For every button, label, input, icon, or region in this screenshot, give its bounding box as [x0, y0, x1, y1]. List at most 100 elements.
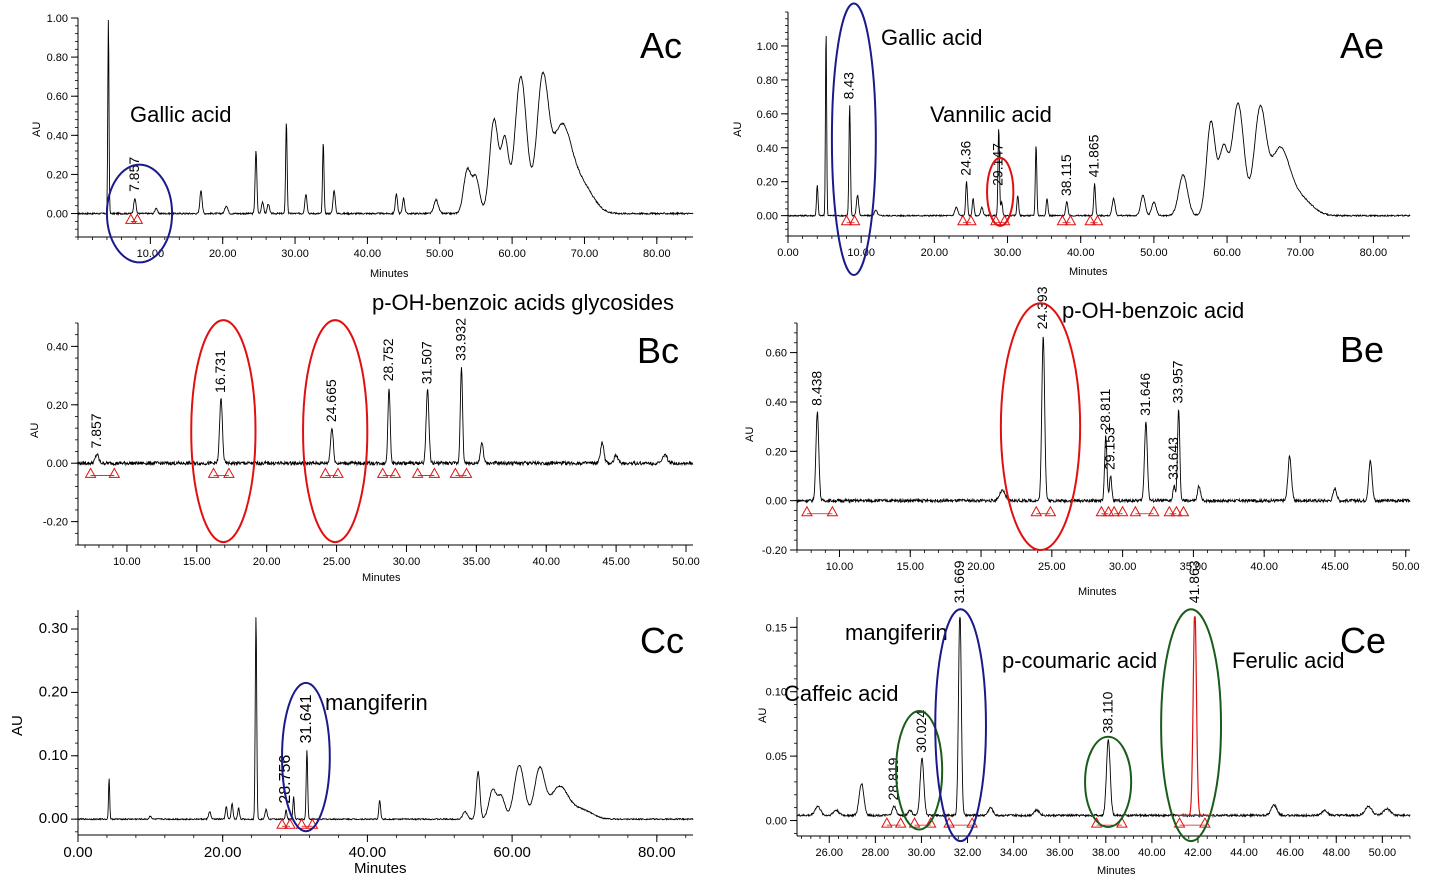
chromatogram-trace [787, 35, 1411, 218]
y-tick-label: 0.40 [47, 341, 68, 353]
x-axis-label: Minutes [1078, 586, 1117, 598]
y-tick-label: 0.20 [47, 169, 68, 181]
x-tick-label: 50.00 [1369, 847, 1397, 859]
y-axis-label: AU [757, 708, 769, 723]
peak-label: 8.43 [841, 72, 857, 99]
peak-marker [1102, 505, 1115, 517]
peak-label: 31.507 [419, 341, 435, 384]
peak-marker [1116, 505, 1129, 517]
peak-marker [848, 214, 861, 226]
integrated-peak-trace [1176, 616, 1214, 816]
peak-marker [1177, 505, 1190, 517]
peak-marker [957, 214, 969, 226]
y-tick-label: 0.40 [766, 397, 787, 409]
peak-marker [449, 467, 462, 478]
peak-marker [319, 467, 332, 478]
x-tick-label: 38.00 [1092, 847, 1120, 859]
highlight-ellipse [830, 2, 877, 277]
x-axis-label: Minutes [1097, 865, 1136, 877]
x-tick-label: 30.00 [908, 847, 936, 859]
x-tick-label: 20.00 [921, 247, 949, 259]
peak-label: 24.393 [1034, 286, 1050, 329]
x-tick-label: 60.00 [1213, 247, 1241, 259]
x-tick-label: 20.00 [967, 561, 995, 573]
x-tick-label: 48.00 [1322, 847, 1350, 859]
x-tick-label: 40.00 [532, 556, 560, 568]
x-tick-label: 40.00 [354, 248, 382, 260]
x-tick-label: 45.00 [602, 556, 630, 568]
highlight-ellipse [190, 319, 257, 544]
annotation-p-oh-benzoic-acids-glycosides: p-OH-benzoic acids glycosides [372, 290, 674, 315]
y-tick-label: 0.30 [39, 620, 68, 637]
peak-marker [131, 213, 144, 224]
annotation-p-coumaric-acid: p-coumaric acid [1002, 648, 1157, 673]
peak-label: 41.863 [1186, 560, 1202, 603]
y-axis-label: AU [31, 122, 43, 137]
highlight-ellipse [1084, 735, 1133, 828]
peak-marker [1163, 505, 1176, 517]
x-tick-label: 80.00 [643, 248, 671, 260]
x-axis-label: Minutes [1069, 266, 1108, 278]
peak-marker [389, 467, 402, 478]
peak-label: 7.857 [88, 413, 104, 448]
y-tick-label: 0.00 [47, 458, 68, 470]
x-tick-label: 50.00 [1392, 561, 1420, 573]
x-tick-label: 80.00 [638, 844, 676, 861]
highlight-ellipse [986, 156, 1015, 227]
y-tick-label: 0.20 [47, 400, 68, 412]
peak-marker [1173, 817, 1186, 828]
peak-marker [376, 467, 389, 478]
peak-marker [908, 817, 921, 828]
peak-marker [332, 467, 344, 478]
peak-marker [108, 467, 121, 478]
x-tick-label: 80.00 [1360, 247, 1388, 259]
peak-marker [1090, 817, 1103, 828]
annotation-caffeic-acid: Caffeic acid [784, 681, 899, 706]
peak-label: 33.932 [452, 318, 468, 361]
panel-be: Be Minutes AU p-OH-benzoic acid 10.00 15.… [744, 286, 1420, 598]
peak-label: 33.957 [1170, 360, 1186, 403]
x-tick-label: 45.00 [1321, 561, 1349, 573]
x-axis-label: Minutes [370, 268, 409, 280]
annotation-ferulic-acid: Ferulic acid [1232, 648, 1344, 673]
annotation-p-oh-benzoic-acid: p-OH-benzoic acid [1062, 298, 1244, 323]
x-tick-label: 0.00 [777, 247, 798, 259]
peak-marker [881, 817, 893, 828]
y-tick-label: 0.60 [766, 348, 787, 360]
panel-label: Be [1340, 329, 1384, 370]
x-axis-label: Minutes [362, 572, 401, 584]
peak-marker [1095, 505, 1108, 517]
peak-marker [207, 467, 220, 478]
peak-label: 31.669 [951, 560, 967, 603]
peak-label: 31.646 [1137, 373, 1153, 416]
peak-marker [1108, 505, 1120, 517]
x-tick-label: 40.00 [349, 844, 387, 861]
peak-marker [124, 213, 137, 224]
chromatogram-trace [77, 20, 694, 216]
peak-label: 30.024 [913, 710, 929, 753]
peak-marker [1147, 505, 1160, 517]
x-tick-label: 40.00 [1250, 561, 1278, 573]
y-axis-label: AU [9, 715, 26, 736]
annotation-mangiferin: mangiferin [325, 690, 428, 715]
x-tick-label: 25.00 [323, 556, 351, 568]
peak-label: 24.36 [958, 140, 974, 175]
y-tick-label: 0.00 [39, 810, 68, 827]
peak-label: 28.811 [1097, 389, 1113, 431]
peak-marker [924, 817, 937, 828]
highlight-ellipse [281, 681, 331, 833]
panel-label: Ae [1340, 25, 1384, 66]
y-tick-label: 1.00 [47, 13, 68, 25]
annotation-vannilic-acid: Vannilic acid [930, 102, 1052, 127]
peak-label: 29.153 [1102, 427, 1118, 470]
y-tick-label: 0.80 [757, 75, 778, 87]
x-tick-label: 15.00 [896, 561, 924, 573]
highlight-ellipse [934, 608, 987, 843]
x-tick-label: 50.00 [426, 248, 454, 260]
highlight-ellipse [895, 710, 944, 831]
peak-label: 38.115 [1058, 154, 1074, 196]
y-tick-label: 0.10 [766, 687, 787, 699]
peak-label: 41.865 [1086, 134, 1102, 177]
panel-label: Ce [1340, 620, 1386, 661]
